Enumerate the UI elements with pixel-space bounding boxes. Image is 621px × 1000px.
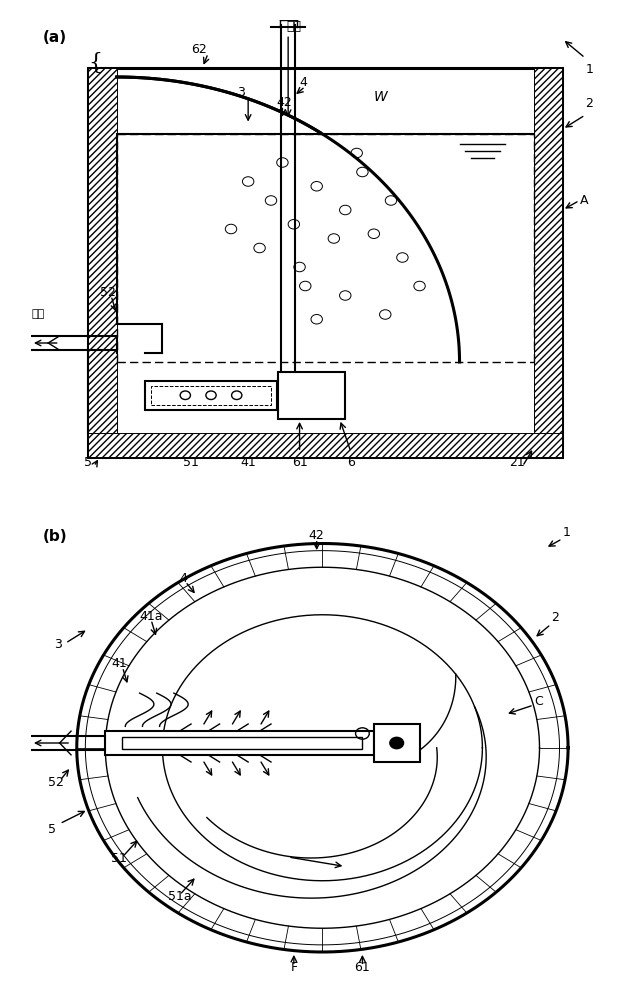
Bar <box>151 386 271 405</box>
Text: 2: 2 <box>551 611 559 624</box>
Circle shape <box>390 737 404 749</box>
Text: 52: 52 <box>99 286 116 298</box>
Bar <box>88 433 563 457</box>
Text: 排水: 排水 <box>31 309 44 319</box>
Text: 61: 61 <box>355 961 370 974</box>
Text: 52: 52 <box>48 776 64 789</box>
Bar <box>374 724 420 762</box>
Text: 注水: 注水 <box>286 20 301 33</box>
Bar <box>278 371 345 419</box>
Text: 4: 4 <box>299 77 307 90</box>
Text: 5: 5 <box>84 456 92 470</box>
Text: C: C <box>534 695 543 708</box>
Bar <box>145 381 277 410</box>
Text: 42: 42 <box>277 96 292 108</box>
Bar <box>88 68 563 457</box>
Text: 61: 61 <box>292 456 307 470</box>
Text: 6: 6 <box>347 456 355 470</box>
Bar <box>106 731 374 755</box>
Text: 62: 62 <box>191 43 207 56</box>
Text: F: F <box>290 961 297 974</box>
Text: 42: 42 <box>309 529 325 542</box>
Text: (b): (b) <box>42 529 67 544</box>
Text: 1: 1 <box>563 526 570 539</box>
Text: A: A <box>579 194 588 207</box>
Text: {: { <box>88 52 102 74</box>
Text: (a): (a) <box>42 29 66 44</box>
Text: 3: 3 <box>54 638 61 651</box>
Text: W: W <box>374 90 388 104</box>
Text: 51a: 51a <box>168 890 192 903</box>
Bar <box>122 737 363 749</box>
Text: 41: 41 <box>240 456 256 470</box>
Text: 51: 51 <box>111 852 127 865</box>
Text: 1: 1 <box>585 63 593 76</box>
Text: 41a: 41a <box>140 609 163 622</box>
Text: 2: 2 <box>585 97 593 110</box>
Text: 4: 4 <box>179 572 188 584</box>
Text: 21: 21 <box>509 456 525 470</box>
Text: 41: 41 <box>111 657 127 670</box>
Text: 5: 5 <box>48 823 56 836</box>
Text: 51: 51 <box>183 456 199 470</box>
Bar <box>534 68 563 457</box>
Text: 3: 3 <box>237 86 245 99</box>
Bar <box>88 68 117 457</box>
